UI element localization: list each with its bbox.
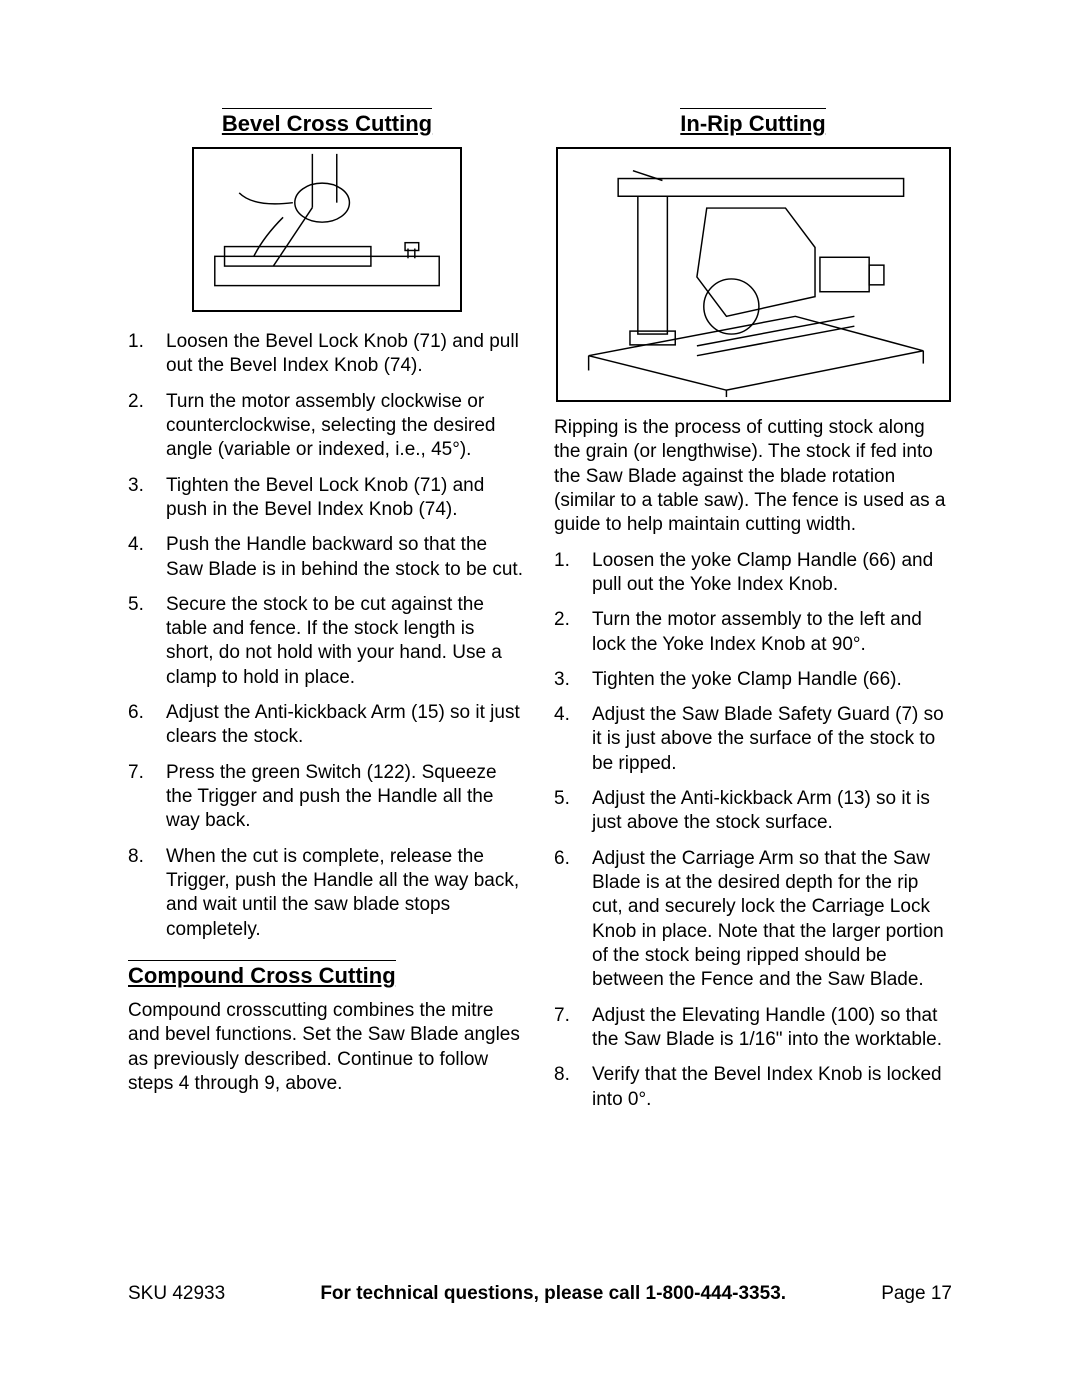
inrip-intro: Ripping is the process of cutting stock … [554, 416, 952, 538]
list-item: Secure the stock to be cut against the t… [128, 593, 526, 690]
compound-paragraph: Compound crosscutting combines the mitre… [128, 999, 526, 1096]
list-item: Adjust the Carriage Arm so that the Saw … [554, 847, 952, 993]
list-item: Loosen the Bevel Lock Knob (71) and pull… [128, 330, 526, 379]
list-item: Tighten the Bevel Lock Knob (71) and pus… [128, 474, 526, 523]
footer-sku: SKU 42933 [128, 1283, 225, 1305]
footer-phone: For technical questions, please call 1-8… [320, 1283, 786, 1305]
inrip-figure [556, 147, 951, 402]
left-column: Bevel Cross Cutting [128, 108, 526, 1123]
list-item: Adjust the Elevating Handle (100) so tha… [554, 1004, 952, 1053]
bevel-lineart-icon [194, 149, 460, 310]
list-item: Adjust the Anti-kickback Arm (13) so it … [554, 787, 952, 836]
bevel-title: Bevel Cross Cutting [222, 108, 432, 137]
inrip-title-wrap: In-Rip Cutting [554, 108, 952, 147]
inrip-title: In-Rip Cutting [680, 108, 825, 137]
bevel-steps: Loosen the Bevel Lock Knob (71) and pull… [128, 330, 526, 942]
inrip-lineart-icon [558, 149, 949, 400]
compound-title: Compound Cross Cutting [128, 960, 396, 989]
list-item: When the cut is complete, release the Tr… [128, 845, 526, 942]
bevel-figure [192, 147, 462, 312]
page-footer: SKU 42933 For technical questions, pleas… [128, 1283, 952, 1305]
inrip-steps: Loosen the yoke Clamp Handle (66) and pu… [554, 549, 952, 1112]
list-item: Press the green Switch (122). Squeeze th… [128, 761, 526, 834]
bevel-title-wrap: Bevel Cross Cutting [128, 108, 526, 147]
list-item: Push the Handle backward so that the Saw… [128, 533, 526, 582]
list-item: Adjust the Anti-kickback Arm (15) so it … [128, 701, 526, 750]
list-item: Loosen the yoke Clamp Handle (66) and pu… [554, 549, 952, 598]
compound-section: Compound Cross Cutting Compound crosscut… [128, 960, 526, 1096]
list-item: Turn the motor assembly to the left and … [554, 608, 952, 657]
list-item: Adjust the Saw Blade Safety Guard (7) so… [554, 703, 952, 776]
list-item: Tighten the yoke Clamp Handle (66). [554, 668, 952, 692]
list-item: Verify that the Bevel Index Knob is lock… [554, 1063, 952, 1112]
footer-page-number: Page 17 [881, 1283, 952, 1305]
compound-title-wrap: Compound Cross Cutting [128, 960, 526, 999]
list-item: Turn the motor assembly clockwise or cou… [128, 390, 526, 463]
page-body: Bevel Cross Cutting [0, 0, 1080, 1123]
right-column: In-Rip Cutting [554, 108, 952, 1123]
